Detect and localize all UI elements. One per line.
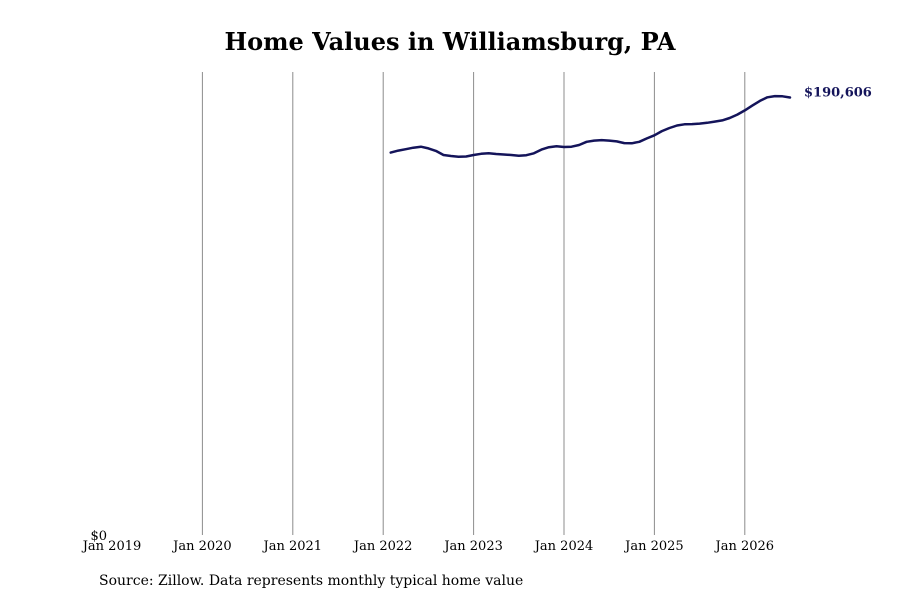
end-value-label: $190,606 (804, 86, 872, 101)
x-tick-label: Jan 2025 (623, 539, 684, 554)
source-note: Source: Zillow. Data represents monthly … (99, 573, 524, 589)
y-tick-label: $0 (90, 529, 107, 544)
gridlines (201, 72, 746, 535)
x-tick-label: Jan 2022 (352, 539, 413, 554)
x-tick-label: Jan 2021 (262, 539, 323, 554)
x-tick-label: Jan 2026 (714, 539, 775, 554)
x-tick-label: Jan 2023 (442, 539, 503, 554)
series-lines (389, 94, 792, 158)
chart-title: Home Values in Williamsburg, PA (224, 27, 676, 56)
x-tick-label: Jan 2020 (171, 539, 232, 554)
series-line (389, 94, 792, 158)
x-tick-label: Jan 2024 (533, 539, 594, 554)
x-tick-label: Jan 2019 (81, 539, 142, 554)
labels: Jan 2019 Jan 2020 Jan 2021 Jan 2022 Jan 2023… (81, 86, 872, 554)
